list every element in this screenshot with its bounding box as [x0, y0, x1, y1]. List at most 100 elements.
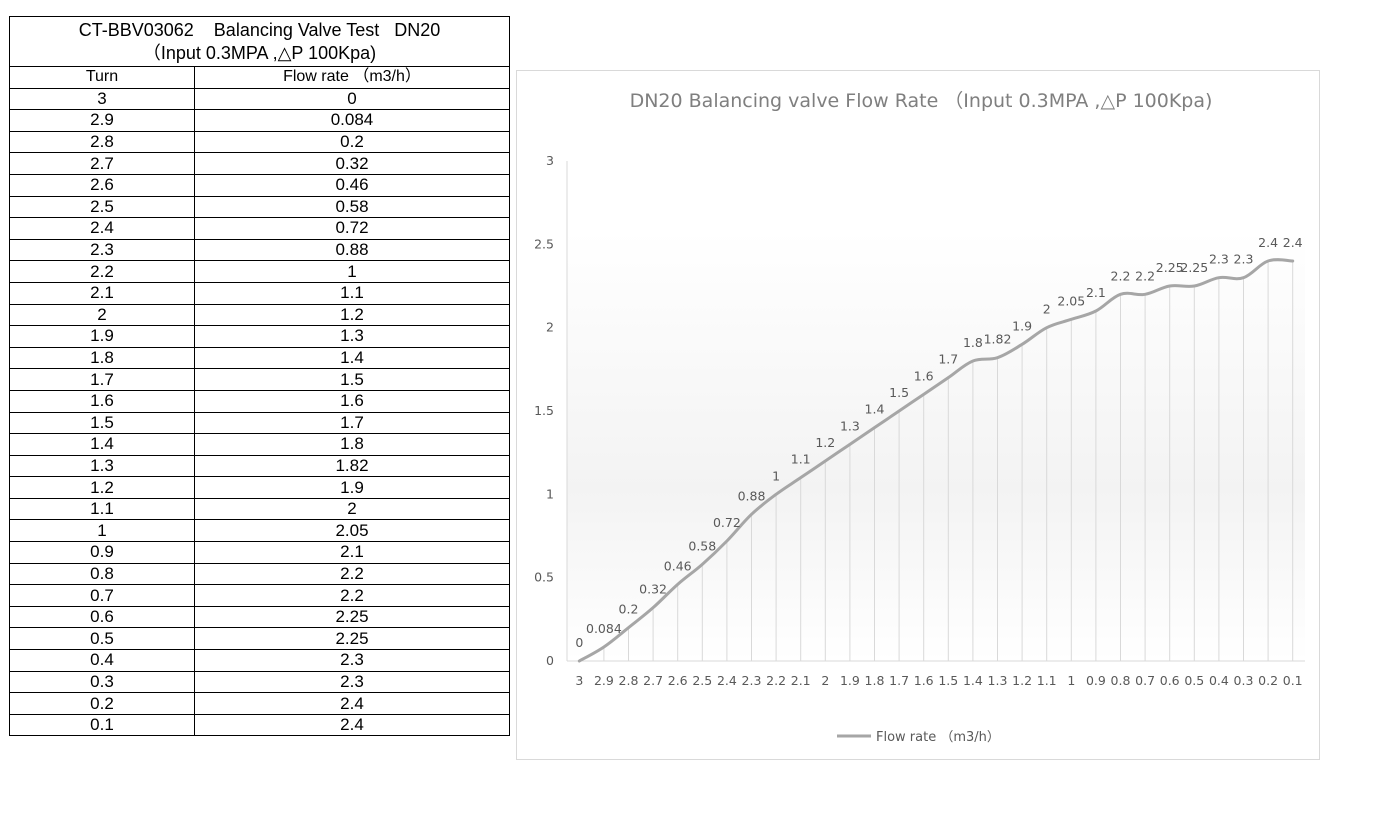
x-tick-label: 0.1 [1283, 673, 1303, 688]
turn-cell: 1.9 [9, 325, 195, 348]
table-header-row: Turn Flow rate （m3/h） [9, 66, 510, 89]
table-row: 1.1 2 [9, 497, 510, 521]
data-label: 2.25 [1180, 260, 1208, 275]
plot-area-background [567, 231, 1305, 661]
table-row: 1.7 1.5 [9, 368, 510, 391]
x-tick-label: 2.4 [717, 673, 737, 688]
table-row: 2.2 1 [9, 260, 510, 283]
turn-cell: 3 [9, 87, 195, 111]
legend-label: Flow rate （m3/h） [876, 730, 1000, 745]
table-row: 0.1 2.4 [9, 713, 510, 737]
data-label: 2.3 [1234, 252, 1254, 267]
header-flow-rate: Flow rate （m3/h） [194, 66, 510, 89]
table-row: 0.6 2.25 [9, 605, 510, 629]
turn-cell: 1.4 [9, 433, 195, 456]
x-tick-label: 2.2 [766, 673, 786, 688]
flow-rate-cell: 2.4 [194, 713, 510, 737]
flow-rate-cell: 2.25 [194, 627, 510, 651]
flow-rate-cell: 1.8 [194, 433, 510, 456]
x-tick-label: 0.7 [1135, 673, 1155, 688]
table-title: CT-BBV03062 Balancing Valve Test DN20 （I… [9, 16, 510, 67]
flow-rate-cell: 0.88 [194, 238, 510, 262]
y-tick-label: 0.5 [534, 570, 554, 585]
table-row: 0.8 2.2 [9, 562, 510, 586]
flow-rate-cell: 1.4 [194, 346, 510, 370]
data-label: 1.8 [963, 335, 983, 350]
x-tick-label: 0.3 [1234, 673, 1254, 688]
data-label: 2 [1043, 302, 1051, 317]
data-label: 2.2 [1135, 268, 1155, 283]
drop-lines [603, 261, 1294, 661]
legend: Flow rate （m3/h） [837, 730, 1000, 745]
data-label: 2.25 [1156, 260, 1184, 275]
table-row: 1.8 1.4 [9, 346, 510, 370]
table-row: 1.4 1.8 [9, 433, 510, 456]
table-row: 2.6 0.46 [9, 173, 510, 197]
y-tick-label: 2 [546, 320, 554, 335]
flow-rate-cell: 0 [194, 87, 510, 111]
x-tick-label: 2.3 [742, 673, 762, 688]
data-label: 0.46 [664, 558, 692, 573]
turn-cell: 2.6 [9, 173, 195, 197]
flow-rate-cell: 2.3 [194, 649, 510, 672]
turn-cell: 1.8 [9, 346, 195, 370]
turn-cell: 2.5 [9, 195, 195, 219]
flow-rate-cell: 1.2 [194, 303, 510, 327]
turn-cell: 0.2 [9, 692, 195, 715]
x-tick-label: 2.9 [594, 673, 614, 688]
data-label: 0.32 [639, 582, 667, 597]
y-tick-label: 0 [546, 653, 554, 668]
chart-title: DN20 Balancing valve Flow Rate （Input 0.… [630, 90, 1213, 112]
table-row: 1.6 1.6 [9, 389, 510, 413]
flow-rate-cell: 2.25 [194, 605, 510, 629]
data-label: 1.4 [865, 402, 885, 417]
x-tick-label: 2.6 [668, 673, 688, 688]
turn-cell: 0.6 [9, 605, 195, 629]
flow-rate-cell: 1 [194, 260, 510, 283]
header-turn: Turn [9, 66, 195, 89]
flow-rate-cell: 2 [194, 497, 510, 521]
turn-cell: 0.4 [9, 649, 195, 672]
data-label: 2.4 [1258, 235, 1278, 250]
x-tick-label: 1.3 [988, 673, 1008, 688]
table-row: 1.9 1.3 [9, 325, 510, 348]
x-axis-ticks: 3 2.9 2.8 2.7 2.6 2.5 2.4 2.3 2.2 2.1 2 1.9 1.8 1.7 1.… [575, 673, 1302, 688]
table-row: 2.4 0.72 [9, 217, 510, 240]
table-row: 0.3 2.3 [9, 670, 510, 694]
table-row: 2.1 1.1 [9, 281, 510, 305]
data-label: 0.2 [619, 602, 639, 617]
x-tick-label: 0.5 [1184, 673, 1204, 688]
turn-cell: 0.5 [9, 627, 195, 651]
data-labels: 00.084 0.20.32 0.46 0.58 0.72 0.88 1 1.1 1.2 1.3 1… [575, 235, 1302, 650]
flow-rate-cell: 0.2 [194, 130, 510, 154]
data-label: 0.88 [738, 488, 766, 503]
x-tick-label: 2.5 [692, 673, 712, 688]
x-tick-label: 0.2 [1258, 673, 1278, 688]
flow-rate-cell: 1.3 [194, 325, 510, 348]
turn-cell: 1.7 [9, 368, 195, 391]
data-label: 2.05 [1057, 293, 1085, 308]
x-tick-label: 2.8 [619, 673, 639, 688]
data-label: 2.3 [1209, 252, 1229, 267]
x-tick-label: 0.8 [1111, 673, 1131, 688]
turn-cell: 2.1 [9, 281, 195, 305]
data-label: 1.3 [840, 418, 860, 433]
flow-rate-cell: 0.72 [194, 217, 510, 240]
table-row: 0.4 2.3 [9, 649, 510, 672]
data-label: 2.4 [1283, 235, 1303, 250]
x-tick-label: 0.4 [1209, 673, 1229, 688]
turn-cell: 1 [9, 519, 195, 543]
flow-rate-cell: 0.58 [194, 195, 510, 219]
turn-cell: 0.7 [9, 584, 195, 607]
table-row: 1.3 1.82 [9, 454, 510, 478]
y-axis-ticks: 0 0.5 1 1.5 2 2.5 3 [534, 153, 554, 668]
flow-rate-cell: 1.9 [194, 476, 510, 499]
y-tick-label: 3 [546, 153, 554, 168]
table-row: 2.8 0.2 [9, 130, 510, 154]
turn-cell: 2 [9, 303, 195, 327]
flow-rate-cell: 2.2 [194, 562, 510, 586]
x-tick-label: 1.2 [1012, 673, 1032, 688]
x-tick-label: 1.6 [914, 673, 934, 688]
flow-rate-chart: DN20 Balancing valve Flow Rate （Input 0.… [516, 70, 1320, 760]
